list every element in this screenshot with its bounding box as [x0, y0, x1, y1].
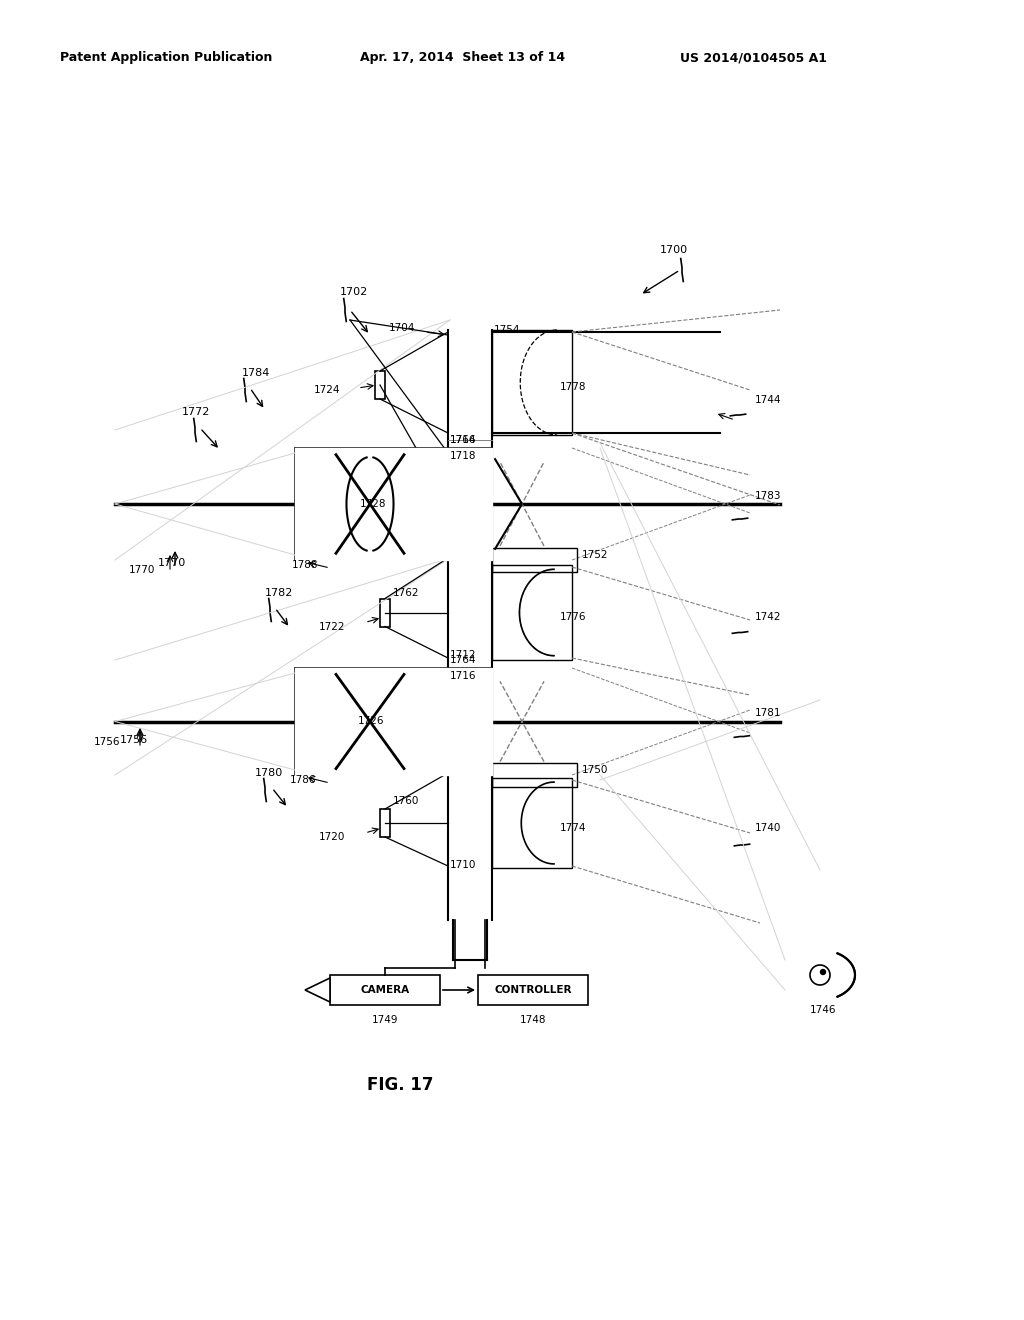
Text: 1749: 1749	[372, 1015, 398, 1026]
Text: Patent Application Publication: Patent Application Publication	[60, 51, 272, 65]
Polygon shape	[305, 978, 330, 1002]
Text: 1752: 1752	[582, 550, 608, 560]
Text: 1720: 1720	[318, 832, 345, 842]
Bar	[295, 668, 492, 775]
Text: 1770: 1770	[158, 558, 186, 568]
Text: FIG. 17: FIG. 17	[367, 1076, 433, 1094]
Text: 1764: 1764	[450, 655, 476, 665]
Text: Apr. 17, 2014  Sheet 13 of 14: Apr. 17, 2014 Sheet 13 of 14	[360, 51, 565, 65]
Text: 1712: 1712	[450, 649, 476, 660]
Bar	[295, 447, 492, 560]
Text: 1702: 1702	[340, 286, 369, 297]
Text: 1786: 1786	[290, 775, 316, 785]
Text: 1750: 1750	[582, 766, 608, 775]
Text: 1704: 1704	[389, 323, 415, 333]
Text: 1760: 1760	[393, 796, 420, 807]
Text: 1726: 1726	[358, 717, 384, 726]
Text: 1710: 1710	[450, 861, 476, 870]
Text: 1770: 1770	[129, 565, 155, 576]
Text: 1762: 1762	[393, 587, 420, 598]
Bar	[380, 809, 390, 837]
Bar	[492, 330, 572, 436]
Text: 1778: 1778	[560, 383, 587, 392]
Text: 1781: 1781	[755, 709, 781, 718]
Text: 1783: 1783	[755, 491, 781, 502]
Text: 1740: 1740	[755, 822, 781, 833]
Text: 1742: 1742	[755, 612, 781, 623]
Text: 1722: 1722	[318, 622, 345, 631]
Bar	[492, 777, 572, 869]
Text: 1746: 1746	[810, 1005, 837, 1015]
Bar	[375, 371, 385, 399]
Text: 1766: 1766	[450, 436, 476, 445]
Text: 1716: 1716	[450, 671, 476, 681]
Text: 1756: 1756	[93, 737, 120, 747]
Bar	[492, 565, 572, 660]
Text: 1782: 1782	[265, 587, 293, 598]
Bar	[478, 975, 588, 1005]
Text: 1780: 1780	[255, 768, 284, 777]
Bar	[492, 763, 577, 787]
Text: 1714: 1714	[450, 436, 476, 445]
Text: 1718: 1718	[450, 451, 476, 461]
Circle shape	[820, 969, 825, 974]
Text: US 2014/0104505 A1: US 2014/0104505 A1	[680, 51, 827, 65]
Text: CAMERA: CAMERA	[360, 985, 410, 995]
Text: 1744: 1744	[755, 395, 781, 405]
Text: CONTROLLER: CONTROLLER	[495, 985, 571, 995]
Text: 1772: 1772	[182, 407, 210, 417]
Text: 1724: 1724	[313, 385, 340, 395]
Bar	[330, 975, 440, 1005]
Text: 1700: 1700	[660, 246, 688, 255]
Text: 1784: 1784	[242, 368, 270, 378]
Bar	[380, 598, 390, 627]
Bar	[295, 447, 492, 560]
Bar	[492, 548, 577, 572]
Text: 1776: 1776	[560, 612, 587, 623]
Text: 1756: 1756	[120, 735, 148, 744]
Bar	[295, 668, 492, 775]
Text: 1748: 1748	[520, 1015, 546, 1026]
Text: 1754: 1754	[494, 325, 520, 335]
Text: 1788: 1788	[292, 560, 318, 570]
Text: 1728: 1728	[360, 499, 386, 510]
Text: 1774: 1774	[560, 822, 587, 833]
